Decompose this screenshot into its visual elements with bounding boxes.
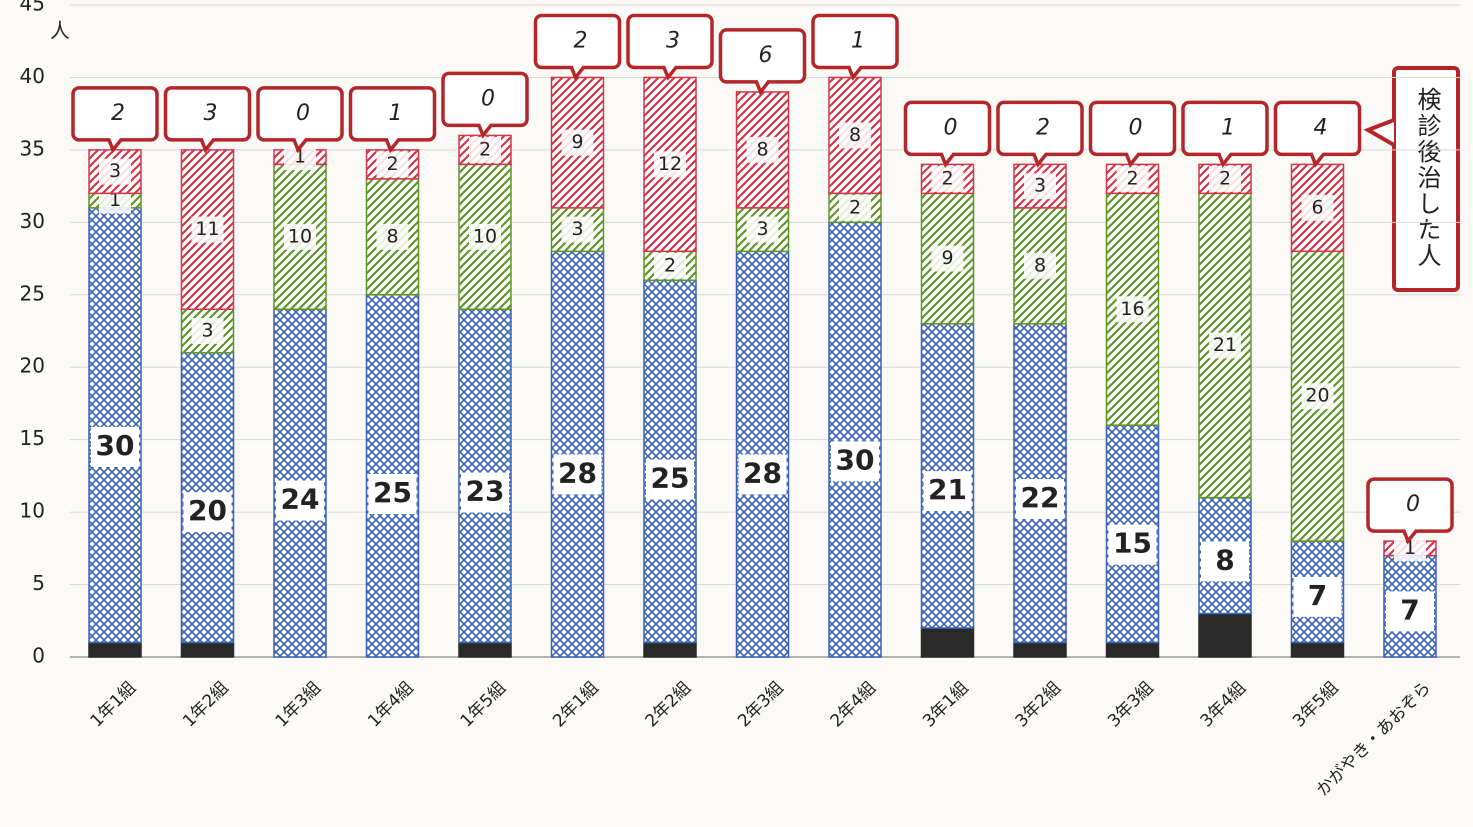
- data-label: 3: [201, 320, 213, 342]
- y-tick-label: 0: [32, 644, 45, 668]
- data-label: 11: [195, 218, 219, 240]
- callout-value: 6: [759, 43, 773, 68]
- data-label: 2: [664, 254, 676, 276]
- y-tick-label: 5: [32, 571, 45, 595]
- y-tick-label: 10: [20, 499, 45, 523]
- callout-value: 2: [1036, 115, 1050, 140]
- y-tick-label: 25: [20, 281, 45, 305]
- data-label: 30: [96, 429, 135, 462]
- bar-segment: [459, 643, 511, 657]
- x-tick-label: 3年2組: [1012, 678, 1065, 731]
- data-label: 3: [756, 218, 768, 240]
- data-label: 3: [1034, 175, 1046, 197]
- data-label: 24: [281, 483, 320, 516]
- data-label: 8: [1034, 254, 1046, 276]
- callout-title: 検診後治した人: [1413, 87, 1441, 269]
- y-tick-label: 45: [20, 0, 45, 16]
- callout-value: 0: [296, 101, 310, 126]
- legend-callout-pointer: [1368, 120, 1394, 145]
- data-label: 7: [1308, 579, 1327, 612]
- data-label: 15: [1113, 527, 1152, 560]
- callout-value: 3: [204, 101, 218, 126]
- data-label: 7: [1400, 593, 1419, 626]
- data-label: 25: [373, 476, 412, 509]
- data-label: 2: [386, 153, 398, 175]
- data-label: 10: [288, 225, 312, 247]
- callout-value: 0: [481, 86, 495, 111]
- bar-segment: [922, 628, 974, 657]
- callout-value: 0: [1129, 115, 1143, 140]
- bar-segment: [89, 208, 141, 643]
- callout-value: 1: [389, 101, 403, 126]
- bar-segment: [552, 251, 604, 657]
- x-tick-label: 2年3組: [734, 678, 787, 731]
- data-label: 12: [658, 153, 682, 175]
- data-label: 21: [928, 473, 967, 506]
- data-label: 16: [1120, 298, 1144, 320]
- y-axis-unit: 人: [50, 19, 70, 43]
- x-tick-label: 3年4組: [1197, 678, 1250, 731]
- data-label: 20: [1305, 385, 1329, 407]
- data-label: 22: [1021, 481, 1060, 514]
- x-tick-label: 1年3組: [272, 678, 325, 731]
- data-label: 20: [188, 494, 227, 527]
- callout-value: 1: [851, 28, 865, 53]
- x-tick-label: 2年2組: [642, 678, 695, 731]
- x-tick-label: 3年1組: [919, 678, 972, 731]
- x-tick-label: 2年1組: [549, 678, 602, 731]
- data-label: 8: [849, 124, 861, 146]
- data-label: 2: [941, 167, 953, 189]
- data-label: 2: [849, 196, 861, 218]
- callout-value: 4: [1314, 115, 1328, 140]
- data-label: 25: [651, 462, 690, 495]
- data-label: 28: [743, 456, 782, 489]
- data-label: 3: [109, 160, 121, 182]
- data-label: 6: [1311, 196, 1323, 218]
- data-label: 2: [479, 138, 491, 160]
- bar-segment: [829, 222, 881, 657]
- bar-segment: [1292, 643, 1344, 657]
- y-tick-label: 15: [20, 426, 45, 450]
- x-tick-label: 1年5組: [457, 678, 510, 731]
- data-label: 28: [558, 456, 597, 489]
- data-label: 8: [756, 138, 768, 160]
- callout-value: 0: [944, 115, 958, 140]
- data-label: 3: [571, 218, 583, 240]
- x-tick-label: 1年2組: [179, 678, 232, 731]
- data-label: 2: [1126, 167, 1138, 189]
- y-tick-label: 30: [20, 209, 45, 233]
- y-tick-label: 35: [20, 136, 45, 160]
- callout-value: 2: [111, 101, 125, 126]
- data-label: 30: [836, 443, 875, 476]
- callout-value: 3: [666, 28, 680, 53]
- bar-segment: [182, 643, 234, 657]
- data-label: 9: [941, 247, 953, 269]
- y-tick-label: 40: [20, 64, 45, 88]
- data-label: 23: [466, 475, 505, 508]
- bar-segment: [89, 643, 141, 657]
- data-label: 10: [473, 225, 497, 247]
- callout-value: 1: [1221, 115, 1235, 140]
- bar-segment: [1199, 614, 1251, 657]
- data-label: 8: [1215, 543, 1234, 576]
- data-label: 8: [386, 225, 398, 247]
- chart: 人 検診後治した人 051015202530354045301321年1組203…: [0, 0, 1473, 827]
- data-label: 2: [1219, 167, 1231, 189]
- x-tick-label: 3年3組: [1104, 678, 1157, 731]
- bar-segment: [1014, 643, 1066, 657]
- bar-segment: [1107, 643, 1159, 657]
- x-tick-label: 3年5組: [1289, 678, 1342, 731]
- bar-segment: [644, 643, 696, 657]
- x-tick-label: 1年4組: [364, 678, 417, 731]
- x-tick-label: 1年1組: [87, 678, 140, 731]
- callout-value: 2: [574, 28, 588, 53]
- y-tick-label: 20: [20, 354, 45, 378]
- data-label: 9: [571, 131, 583, 153]
- x-tick-label: 2年4組: [827, 678, 880, 731]
- callout-value: 0: [1406, 492, 1420, 517]
- data-label: 21: [1213, 334, 1237, 356]
- bar-segment: [737, 251, 789, 657]
